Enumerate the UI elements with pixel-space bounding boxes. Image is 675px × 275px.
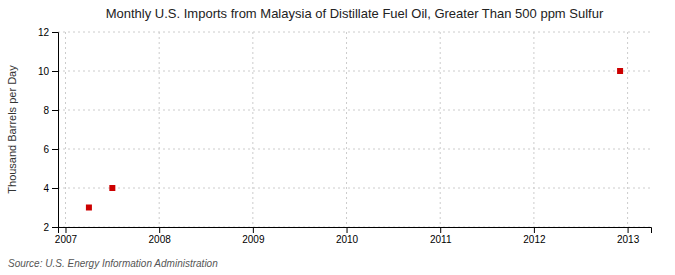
point [86,205,92,211]
tick-mark [52,149,58,150]
tick-mark [159,227,160,233]
tick-label: 12 [38,27,50,38]
tick-mark [534,227,535,233]
tick: 12 [38,27,58,38]
tick-mark [347,227,348,233]
grid-line [346,32,347,227]
tick: 10 [38,66,58,77]
tick: 4 [43,183,58,194]
tick-label: 2009 [242,234,265,245]
grid-line [58,110,651,111]
points [86,68,623,211]
tick-mark [52,188,58,189]
grid-line [58,188,651,189]
grid-line [58,71,651,72]
grid-line [440,32,441,227]
tick-label: 2 [43,222,49,233]
y-axis-title: Thousand Barrels per Day [6,65,18,194]
tick: 2013 [617,227,640,245]
tick-label: 10 [38,66,50,77]
point [109,185,115,191]
tick: 2010 [336,227,359,245]
tick: 2011 [430,227,452,245]
tick: 8 [43,105,58,116]
tick-mark [628,227,629,233]
grid-line [533,32,534,227]
tick: 2012 [523,227,546,245]
tick: 2008 [149,227,172,245]
chart: 2007 2008 2009 2010 2011 2012 2013 2 4 6 8 10 12 Mont… [0,0,675,275]
tick-mark [440,227,441,233]
tick-label: 6 [43,144,49,155]
plot: 2007 2008 2009 2010 2011 2012 2013 2 4 6 8 10 12 [38,27,652,245]
tick-label: 2007 [55,234,78,245]
tick: 2007 [55,227,78,245]
x-axis: 2007 2008 2009 2010 2011 2012 2013 [55,227,652,245]
tick-label: 2011 [430,234,452,245]
grid-line [65,32,66,227]
grid-line [252,32,253,227]
tick: 2009 [242,227,265,245]
title: Monthly U.S. Imports from Malaysia of Di… [106,6,604,21]
annotation: Source: U.S. Energy Information Administ… [8,258,218,269]
axis-line [59,228,652,234]
tick: 6 [43,144,58,155]
tick-mark [52,71,58,72]
tick-mark [65,227,66,233]
point [617,68,623,74]
grid-line [159,32,160,227]
axis-line [52,33,59,228]
tick: 2 [43,222,58,233]
tick-mark [253,227,254,233]
grid-line [58,32,651,33]
grid [58,32,651,227]
y-axis: 2 4 6 8 10 12 [38,27,59,233]
tick-mark [52,32,58,33]
grid-line [627,32,628,227]
tick-label: 2013 [617,234,640,245]
tick-label: 2008 [149,234,172,245]
tick-mark [52,227,58,228]
grid-line [58,149,651,150]
tick-label: 4 [43,183,49,194]
tick-label: 8 [43,105,49,116]
tick-label: 2010 [336,234,359,245]
tick-label: 2012 [523,234,546,245]
tick-mark [52,110,58,111]
